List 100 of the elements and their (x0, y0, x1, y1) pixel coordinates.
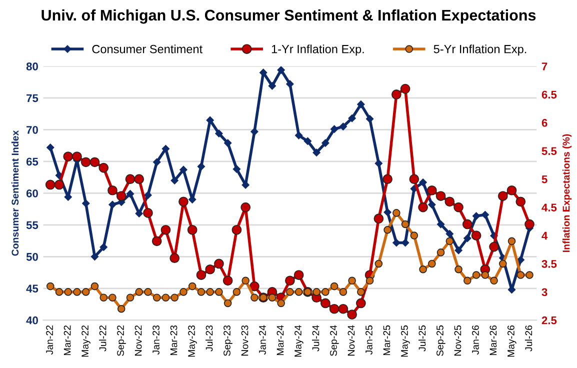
point (268, 82, 276, 90)
x-tick-label: Mar-23 (170, 325, 178, 356)
point (294, 270, 304, 280)
point (170, 294, 178, 302)
point (285, 276, 295, 286)
point (339, 288, 348, 296)
x-tick-label: Jul-26 (524, 325, 532, 352)
point (152, 158, 161, 166)
y-tick-label: 65 (26, 158, 38, 166)
point (506, 185, 517, 196)
point (444, 196, 455, 207)
y2-tick-label: 3 (542, 288, 548, 296)
x-tick-label: Jul-24 (312, 325, 320, 352)
point (357, 288, 365, 296)
point (312, 288, 320, 296)
point (135, 288, 143, 296)
point (454, 265, 462, 274)
point (224, 299, 232, 308)
y2-tick-label: 3.5 (542, 260, 557, 268)
point (428, 260, 436, 268)
x-tick-label: Jul-25 (418, 325, 426, 352)
point (250, 128, 258, 136)
y-tick-label: 60 (26, 189, 38, 198)
point (426, 185, 437, 196)
point (464, 234, 472, 242)
point (489, 242, 499, 252)
point (152, 294, 161, 302)
point (410, 232, 418, 240)
point (348, 114, 356, 122)
point (222, 276, 233, 286)
point (357, 100, 365, 108)
point (116, 191, 126, 201)
point (197, 162, 206, 170)
x-tick-label: Nov-25 (454, 325, 462, 356)
point (374, 260, 383, 268)
point (250, 281, 260, 292)
x-tick-label: Jan-23 (152, 325, 160, 355)
point (428, 200, 436, 208)
point (143, 208, 153, 218)
point (45, 180, 56, 190)
point (46, 282, 54, 290)
x-tick-label: Mar-22 (64, 326, 71, 356)
point (391, 90, 402, 100)
point (90, 157, 100, 168)
x-tick-label: Nov-23 (241, 325, 248, 356)
point (82, 288, 90, 296)
point (462, 219, 472, 230)
point (277, 299, 285, 308)
chart-title: Univ. of Michigan U.S. Consumer Sentiment & Inflation Expectations (42, 9, 536, 24)
point (436, 191, 446, 201)
point (524, 219, 534, 230)
x-tick-label: Jan-22 (46, 326, 53, 355)
point (82, 200, 90, 208)
point (196, 270, 206, 280)
x-tick-label: Mar-24 (276, 325, 284, 356)
point (419, 265, 427, 274)
point (481, 271, 490, 279)
point (224, 139, 232, 147)
point (392, 209, 400, 217)
y2-tick-label: 5.5 (542, 147, 557, 156)
y-axis-title: Consumer Sentiment Index (11, 130, 19, 256)
point (144, 191, 152, 199)
x-tick-label: Jul-22 (99, 326, 106, 352)
point (418, 202, 428, 212)
point (98, 162, 109, 173)
y-tick-label: 80 (26, 62, 38, 70)
point (46, 144, 54, 152)
point (250, 294, 258, 302)
point (180, 166, 188, 174)
point (232, 224, 242, 235)
point (347, 310, 357, 320)
x-tick-label: Nov-22 (134, 326, 142, 356)
legend-label: Consumer Sentiment (92, 44, 202, 54)
point (144, 288, 152, 296)
point (277, 66, 285, 74)
point (100, 294, 108, 302)
point (382, 174, 392, 184)
point (100, 243, 108, 252)
y2-tick-label: 4 (542, 232, 548, 240)
point (90, 282, 99, 290)
point (108, 294, 116, 302)
point (63, 152, 74, 162)
point (232, 165, 241, 173)
point (322, 288, 330, 296)
x-tick-label: May-25 (401, 325, 410, 357)
point (188, 282, 196, 290)
y-tick-label: 75 (26, 94, 38, 102)
point (126, 190, 134, 198)
point (215, 288, 223, 296)
point (117, 304, 126, 313)
point (320, 298, 330, 308)
point (392, 238, 400, 247)
point (304, 137, 312, 146)
point (214, 258, 224, 269)
point (125, 174, 136, 184)
y-tick-label: 55 (26, 221, 38, 230)
y-tick-label: 45 (26, 284, 38, 293)
point (464, 276, 472, 285)
point (294, 132, 303, 140)
point (162, 294, 170, 302)
